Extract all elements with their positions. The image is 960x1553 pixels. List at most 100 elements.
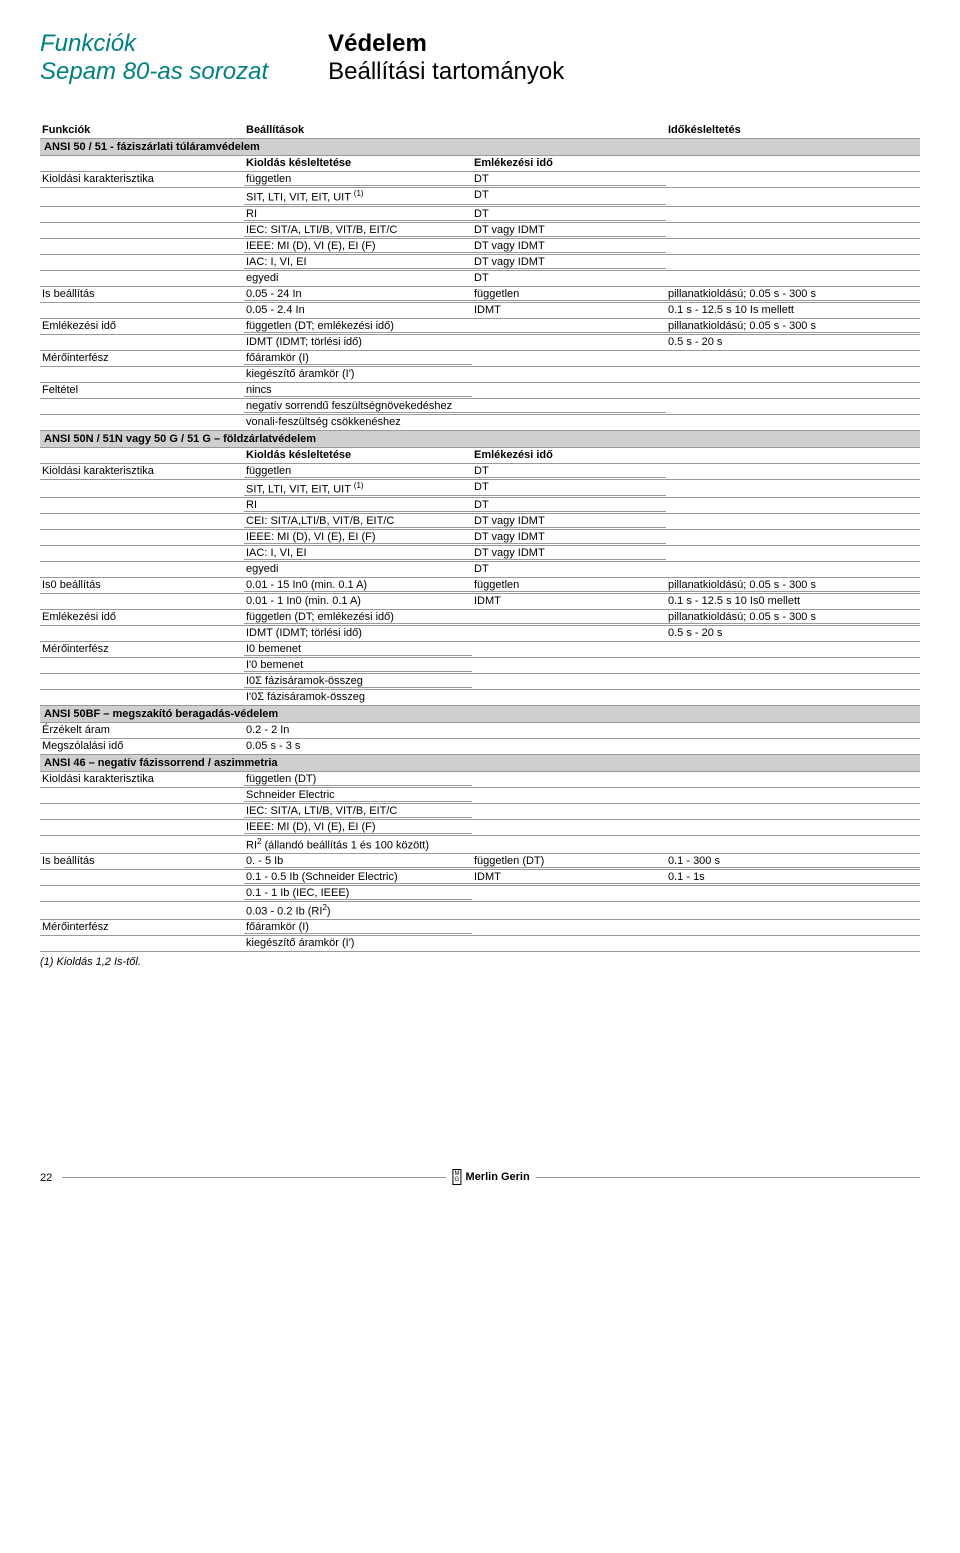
cell: DT vagy IDMT [472, 256, 666, 269]
cell: Emlékezési idő [40, 611, 244, 624]
cell: RI [244, 208, 472, 221]
cell: főáramkör (I) [244, 921, 472, 934]
header-right-line2: Beállítási tartományok [328, 58, 564, 86]
page-number: 22 [40, 1172, 52, 1184]
cell: kiegészítő áramkör (I') [244, 937, 472, 950]
cell: 0.1 s - 12.5 s 10 Is mellett [666, 304, 920, 317]
cell: Mérőinterfész [40, 921, 244, 934]
cell: Is beállítás [40, 288, 244, 301]
cell: pillanatkioldású; 0.05 s - 300 s [666, 579, 920, 592]
cell: IEEE: MI (D), VI (E), EI (F) [244, 240, 472, 253]
cell: Kioldás késleltetése [246, 157, 351, 169]
cell: nincs [244, 384, 472, 397]
cell: 0.05 - 2.4 In [244, 304, 472, 317]
cell: DT vagy IDMT [472, 531, 666, 544]
cell: 0.05 - 24 In [244, 288, 472, 301]
cell: IDMT [472, 304, 666, 317]
cell: Is0 beállítás [40, 579, 244, 592]
col-header-idokesleltetes: Időkésleltetés [666, 124, 920, 136]
brand-logo-icon: MG [453, 1169, 462, 1185]
cell: 0.5 s - 20 s [666, 627, 920, 640]
header-left-line2: Sepam 80-as sorozat [40, 58, 268, 86]
cell: 0.05 s - 3 s [244, 740, 472, 753]
cell: IEC: SIT/A, LTI/B, VIT/B, EIT/C [244, 224, 472, 237]
header-left-line1: Funkciók [40, 30, 268, 58]
cell: Érzékelt áram [40, 724, 244, 737]
cell: független [244, 173, 472, 186]
section-ansi-50-51: ANSI 50 / 51 - fáziszárlati túláramvédel… [40, 139, 920, 156]
cell: pillanatkioldású; 0.05 s - 300 s [666, 288, 920, 301]
cell: 0.1 - 1 Ib (IEC, IEEE) [244, 887, 472, 900]
cell: Is beállítás [40, 855, 244, 868]
footnote: (1) Kioldás 1,2 Is-től. [40, 952, 920, 972]
cell: 0.03 - 0.2 Ib (RI2) [244, 903, 472, 918]
cell: független (DT) [244, 773, 472, 786]
cell: 0.1 - 1s [666, 871, 920, 884]
cell: DT [472, 173, 666, 186]
cell: DT vagy IDMT [472, 515, 666, 528]
cell: Kioldás késleltetése [246, 449, 351, 461]
cell: DT [472, 499, 666, 512]
cell: 0.01 - 1 In0 (min. 0.1 A) [244, 595, 472, 608]
cell: IAC: I, VI, EI [244, 547, 472, 560]
cell: független (DT; emlékezési idő) [244, 320, 472, 333]
cell: Kioldási karakterisztika [40, 465, 244, 478]
cell: IEEE: MI (D), VI (E), EI (F) [244, 821, 472, 834]
header-right-line1: Védelem [328, 30, 564, 58]
cell: IDMT (IDMT; törlési idő) [244, 336, 472, 349]
brand-name: Merlin Gerin [466, 1171, 530, 1183]
cell: DT vagy IDMT [472, 224, 666, 237]
cell: DT [472, 481, 666, 497]
cell: 0. - 5 Ib [244, 855, 472, 868]
cell: SIT, LTI, VIT, EIT, UIT (1) [244, 481, 472, 497]
cell: egyedi [244, 563, 472, 576]
cell: 0.5 s - 20 s [666, 336, 920, 349]
cell: SIT, LTI, VIT, EIT, UIT (1) [244, 189, 472, 205]
cell: I'0Σ fázisáramok-összeg [244, 691, 472, 704]
cell: I'0 bemenet [244, 659, 472, 672]
cell: egyedi [244, 272, 472, 285]
cell: Feltétel [40, 384, 244, 397]
cell: DT [472, 465, 666, 478]
cell: 0.1 - 0.5 Ib (Schneider Electric) [244, 871, 472, 884]
cell: Kioldási karakterisztika [40, 773, 244, 786]
cell: 0.1 s - 12.5 s 10 Is0 mellett [666, 595, 920, 608]
cell: IDMT [472, 595, 666, 608]
section-ansi-50n-51n: ANSI 50N / 51N vagy 50 G / 51 G – földzá… [40, 431, 920, 448]
cell: pillanatkioldású; 0.05 s - 300 s [666, 320, 920, 333]
cell: 0.1 - 300 s [666, 855, 920, 868]
cell: főáramkör (I) [244, 352, 472, 365]
cell: független (DT) [472, 855, 666, 868]
cell: I0Σ fázisáramok-összeg [244, 675, 472, 688]
cell: I0 bemenet [244, 643, 472, 656]
cell: Mérőinterfész [40, 352, 244, 365]
table-column-headers: Funkciók Beállítások Időkésleltetés [40, 122, 920, 139]
cell: DT vagy IDMT [472, 240, 666, 253]
cell: IAC: I, VI, EI [244, 256, 472, 269]
cell: RI2 (állandó beállítás 1 és 100 között) [244, 837, 472, 852]
cell: negatív sorrendű feszültségnövekedéshez [244, 400, 666, 413]
cell: IDMT (IDMT; törlési idő) [244, 627, 472, 640]
cell: független (DT; emlékezési idő) [244, 611, 472, 624]
cell: független [244, 465, 472, 478]
col-header-beallitasok: Beállítások [244, 124, 472, 136]
cell: RI [244, 499, 472, 512]
page-footer: 22 MG Merlin Gerin [40, 1172, 920, 1184]
cell: Mérőinterfész [40, 643, 244, 656]
cell: DT [472, 563, 666, 576]
cell: DT [472, 272, 666, 285]
cell: 0.2 - 2 In [244, 724, 472, 737]
cell: független [472, 579, 666, 592]
page-header: Funkciók Sepam 80-as sorozat Védelem Beá… [40, 30, 920, 86]
cell: Emlékezési idő [40, 320, 244, 333]
cell: DT vagy IDMT [472, 547, 666, 560]
cell: pillanatkioldású; 0.05 s - 300 s [666, 611, 920, 624]
cell: IEC: SIT/A, LTI/B, VIT/B, EIT/C [244, 805, 472, 818]
section-ansi-46: ANSI 46 – negatív fázissorrend / aszimme… [40, 755, 920, 772]
cell: Emlékezési idő [474, 449, 553, 461]
cell: IEEE: MI (D), VI (E), EI (F) [244, 531, 472, 544]
cell: Megszólalási idő [40, 740, 244, 753]
cell: DT [472, 189, 666, 205]
cell: CEI: SIT/A,LTI/B, VIT/B, EIT/C [244, 515, 472, 528]
cell: Schneider Electric [244, 789, 472, 802]
